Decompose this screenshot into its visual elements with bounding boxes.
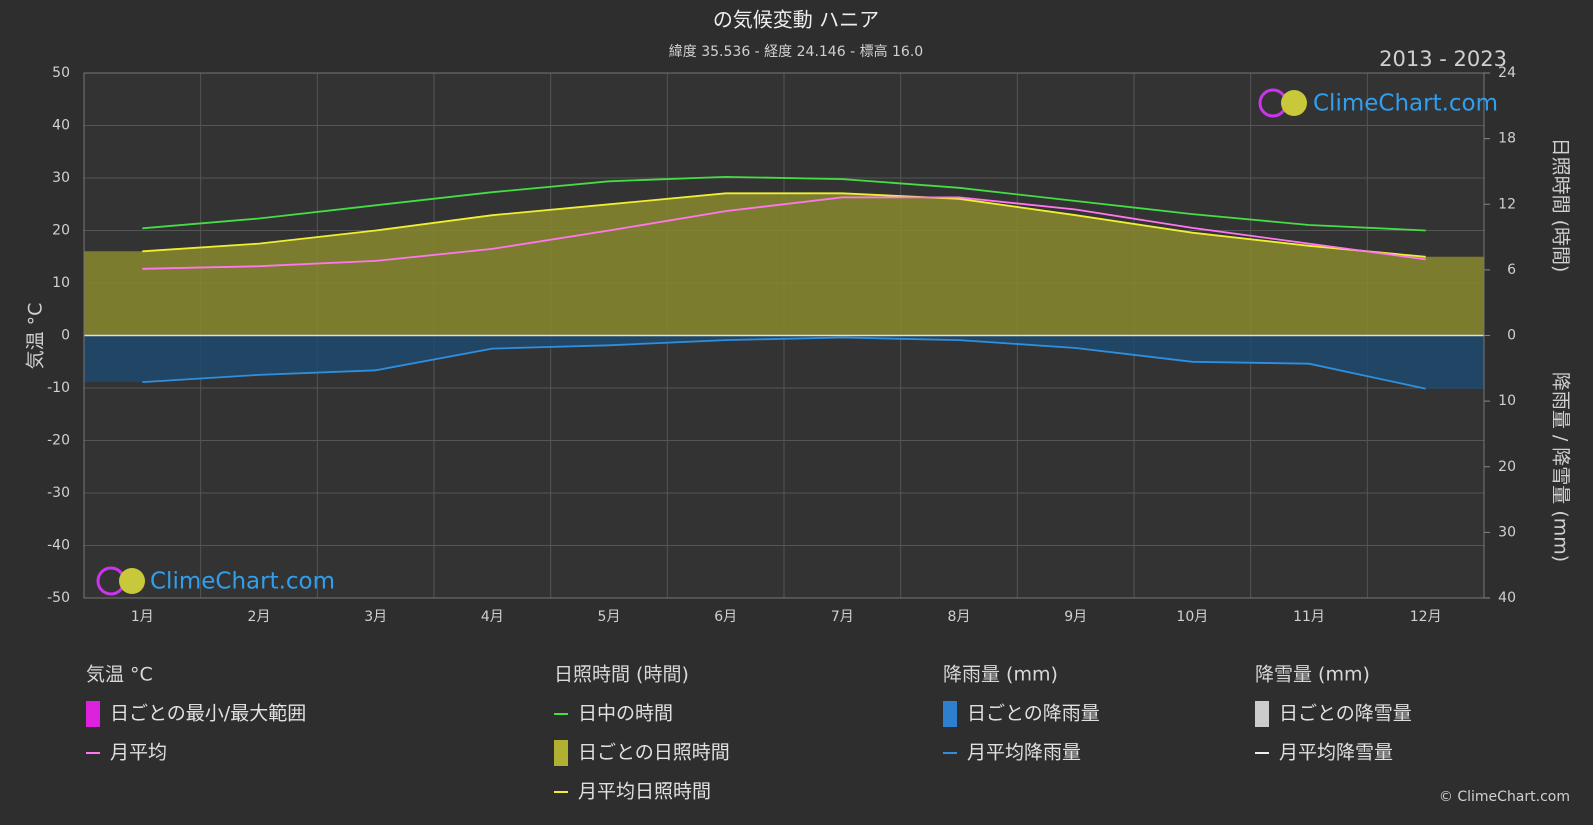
watermark-top: ClimeChart.com [1258,88,1498,118]
chart-subtitle: 緯度 35.536 - 経度 24.146 - 標高 16.0 [669,43,923,60]
watermark: ClimeChart.com [1313,91,1498,117]
legend-item: 月平均降雨量 [967,742,1081,764]
y2-tick-label: 6 [1507,262,1516,278]
y2-tick-label: 18 [1498,131,1516,147]
y-axis-label: 気温 °C [25,303,47,370]
legend-swatch [86,701,100,727]
legend-item: 日ごとの日照時間 [578,742,730,764]
chart-title: の気候変動 ハニア [713,8,879,32]
x-tick-label: 3月 [364,609,387,625]
area [84,335,1484,389]
y2-tick-label: 0 [1507,328,1516,344]
legend-swatch [943,701,957,727]
copyright: © ClimeChart.com [1439,789,1570,805]
y-tick-label: -40 [47,538,70,554]
legend-item: 日ごとの降雪量 [1279,703,1412,725]
legend: 気温 °C 日ごとの最小/最大範囲 月平均 日照時間 (時間) 日中の時間 日ご… [86,664,1412,803]
watermark: ClimeChart.com [150,569,335,595]
x-tick-label: 10月 [1176,609,1208,625]
legend-item: 月平均 [110,742,167,764]
x-tick-label: 1月 [131,609,154,625]
legend-item: 月平均降雪量 [1279,742,1393,764]
y2-axis-label: 日照時間 (時間) [1550,138,1572,273]
legend-title: 降雨量 (mm) [943,664,1058,686]
legend-item: 日中の時間 [578,703,673,725]
area [84,193,1484,336]
x-tick-label: 7月 [831,609,854,625]
y-tick-label: -10 [47,380,70,396]
x-tick-label: 4月 [481,609,504,625]
logo [1281,90,1307,116]
series-line [142,192,1426,258]
series-line [142,175,1426,232]
y-tick-label: -50 [47,590,70,606]
y3-tick-label: 20 [1498,459,1516,475]
legend-title: 降雪量 (mm) [1255,664,1370,686]
series-line [142,336,1426,390]
legend-item: 日ごとの降雨量 [967,703,1100,725]
y2-tick-label: 12 [1498,196,1516,212]
y2-tick-label: 24 [1498,65,1516,81]
y-tick-label: 40 [52,118,70,134]
watermark-bottom: ClimeChart.com [96,566,335,596]
x-tick-label: 6月 [714,609,737,625]
y3-tick-label: 30 [1498,524,1516,540]
x-tick-label: 12月 [1410,609,1442,625]
y-tick-label: 50 [52,65,70,81]
y-tick-label: 10 [52,275,70,291]
legend-swatch [554,740,568,766]
x-tick-label: 5月 [598,609,621,625]
x-tick-label: 9月 [1064,609,1087,625]
y-tick-label: -20 [47,433,70,449]
y3-tick-label: 40 [1498,590,1516,606]
y3-tick-label: 10 [1498,393,1516,409]
legend-title: 日照時間 (時間) [554,664,689,686]
y-tick-label: -30 [47,485,70,501]
legend-item: 月平均日照時間 [578,781,711,803]
legend-item: 日ごとの最小/最大範囲 [110,703,306,725]
legend-swatch [1255,701,1269,727]
x-tick-label: 8月 [948,609,971,625]
logo [119,568,145,594]
x-tick-label: 11月 [1293,609,1325,625]
period: 2013 - 2023 [1379,47,1507,71]
y-tick-label: 0 [61,328,70,344]
plot: -50 -40 -30 -20 -10 0 10 20 30 40 50 0 6 12 18 24 10 20 30… [47,65,1516,625]
y3-axis-label: 降雨量 / 降雪量 (mm) [1550,372,1572,562]
series-line [142,196,1426,270]
legend-title: 気温 °C [86,664,153,686]
plot-border [83,72,1485,599]
x-tick-label: 2月 [248,609,271,625]
y-tick-label: 20 [52,223,70,239]
y-tick-label: 30 [52,170,70,186]
